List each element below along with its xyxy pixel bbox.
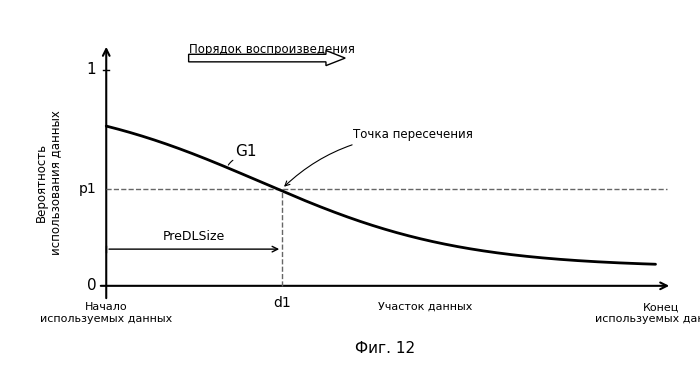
- Text: p1: p1: [78, 182, 97, 196]
- Text: Фиг. 12: Фиг. 12: [355, 341, 415, 356]
- Text: Участок данных: Участок данных: [377, 302, 472, 312]
- Text: Порядок воспроизведения: Порядок воспроизведения: [188, 43, 354, 56]
- Text: Вероятность
использования данных: Вероятность использования данных: [34, 110, 62, 255]
- Text: G1: G1: [235, 144, 257, 159]
- Text: 0: 0: [87, 278, 97, 293]
- Text: Начало
используемых данных: Начало используемых данных: [40, 302, 172, 324]
- Text: 1: 1: [87, 62, 97, 77]
- Text: d1: d1: [273, 295, 291, 309]
- Text: Конец
используемых данных: Конец используемых данных: [595, 302, 700, 324]
- Text: PreDLSize: PreDLSize: [163, 230, 225, 243]
- Text: Точка пересечения: Точка пересечения: [285, 128, 473, 186]
- FancyArrow shape: [188, 51, 345, 66]
